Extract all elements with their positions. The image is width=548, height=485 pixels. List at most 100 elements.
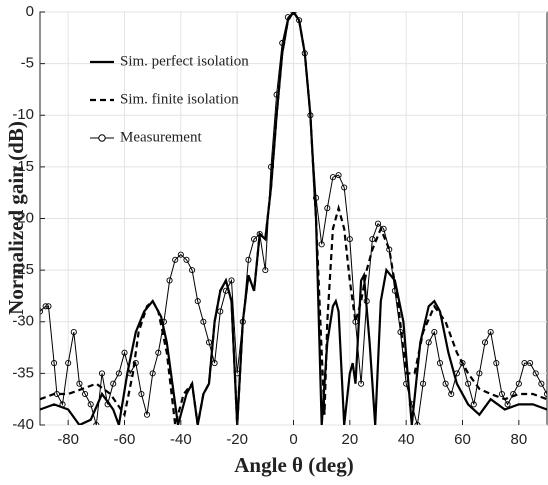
legend-label: Measurement xyxy=(120,129,202,145)
marker xyxy=(481,339,489,346)
marker xyxy=(515,380,522,387)
marker xyxy=(290,12,297,16)
marker xyxy=(374,220,382,227)
marker xyxy=(301,50,308,57)
marker xyxy=(346,236,353,243)
marker xyxy=(498,390,505,398)
y-tick-label: -35 xyxy=(12,364,34,381)
marker xyxy=(82,390,89,398)
marker xyxy=(527,359,534,367)
marker xyxy=(211,359,218,367)
marker xyxy=(172,256,179,263)
marker xyxy=(262,267,269,274)
marker xyxy=(363,298,370,305)
legend: Sim. perfect isolation Sim. finite isolat… xyxy=(90,53,249,145)
marker xyxy=(87,401,94,408)
marker xyxy=(40,308,44,315)
marker xyxy=(267,163,275,170)
marker xyxy=(408,401,415,408)
series-line xyxy=(40,12,547,425)
marker xyxy=(341,184,348,191)
marker xyxy=(132,359,139,367)
series-line xyxy=(40,12,547,425)
x-tick-label: -20 xyxy=(226,431,248,448)
marker xyxy=(110,380,117,387)
marker xyxy=(380,225,387,232)
marker xyxy=(358,380,365,387)
y-tick-label: -10 xyxy=(12,106,34,123)
marker xyxy=(205,339,213,346)
legend-marker xyxy=(98,134,106,142)
series-layer xyxy=(40,12,547,425)
marker xyxy=(543,390,547,398)
marker xyxy=(329,174,336,181)
marker xyxy=(183,256,190,263)
marker xyxy=(465,380,472,387)
marker xyxy=(442,380,449,387)
marker xyxy=(318,241,325,248)
x-tick-label: 40 xyxy=(398,431,415,448)
marker xyxy=(166,277,173,284)
y-axis-label: Normalized gain (dB) xyxy=(4,121,28,315)
marker xyxy=(510,390,517,398)
x-axis-label: Angle θ (deg) xyxy=(234,453,353,477)
marker xyxy=(59,401,66,408)
marker xyxy=(194,298,201,305)
marker xyxy=(470,401,477,408)
marker xyxy=(538,380,545,387)
marker xyxy=(414,421,421,425)
marker xyxy=(239,318,246,325)
x-tick-label: 20 xyxy=(341,431,358,448)
marker xyxy=(245,256,252,263)
legend-label: Sim. finite isolation xyxy=(120,91,239,107)
marker xyxy=(420,380,427,387)
marker xyxy=(222,287,229,294)
x-tick-label: -40 xyxy=(170,431,192,448)
ticks: -80 -60 -40 -20 0 20 40 60 80 -40 -35 -30 -25 -20 -15 -… xyxy=(12,3,527,448)
marker xyxy=(436,359,444,367)
marker xyxy=(104,401,111,408)
y-tick-label: -40 xyxy=(12,416,34,433)
y-tick-label: -25 xyxy=(12,261,34,278)
marker xyxy=(256,230,263,238)
marker xyxy=(369,236,376,243)
x-tick-label: 0 xyxy=(289,431,297,448)
marker xyxy=(70,329,77,336)
marker xyxy=(138,390,145,398)
marker xyxy=(352,318,359,325)
y-tick-label: 0 xyxy=(26,3,34,20)
marker xyxy=(53,390,60,398)
marker xyxy=(386,246,393,253)
marker xyxy=(115,370,122,377)
marker xyxy=(51,359,58,367)
marker xyxy=(397,329,404,336)
y-tick-label: -20 xyxy=(12,209,34,226)
marker xyxy=(189,267,196,274)
marker xyxy=(121,349,128,356)
marker xyxy=(493,359,500,367)
y-tick-label: -5 xyxy=(21,55,34,72)
marker xyxy=(45,303,52,310)
marker xyxy=(431,329,438,336)
marker xyxy=(335,172,342,179)
marker xyxy=(284,14,291,21)
marker xyxy=(234,370,241,377)
marker xyxy=(200,318,207,325)
marker xyxy=(391,287,398,294)
marker xyxy=(93,421,100,425)
x-tick-label: 80 xyxy=(510,431,527,448)
marker xyxy=(279,39,286,47)
marker xyxy=(425,339,432,346)
marker xyxy=(65,359,72,367)
marker xyxy=(149,370,156,377)
x-tick-label: 60 xyxy=(454,431,471,448)
marker xyxy=(160,318,167,325)
marker xyxy=(127,370,134,377)
marker xyxy=(155,349,162,356)
legend-label: Sim. perfect isolation xyxy=(120,53,249,69)
marker xyxy=(403,380,410,387)
marker xyxy=(217,308,224,315)
marker xyxy=(143,411,151,418)
marker xyxy=(324,205,331,212)
